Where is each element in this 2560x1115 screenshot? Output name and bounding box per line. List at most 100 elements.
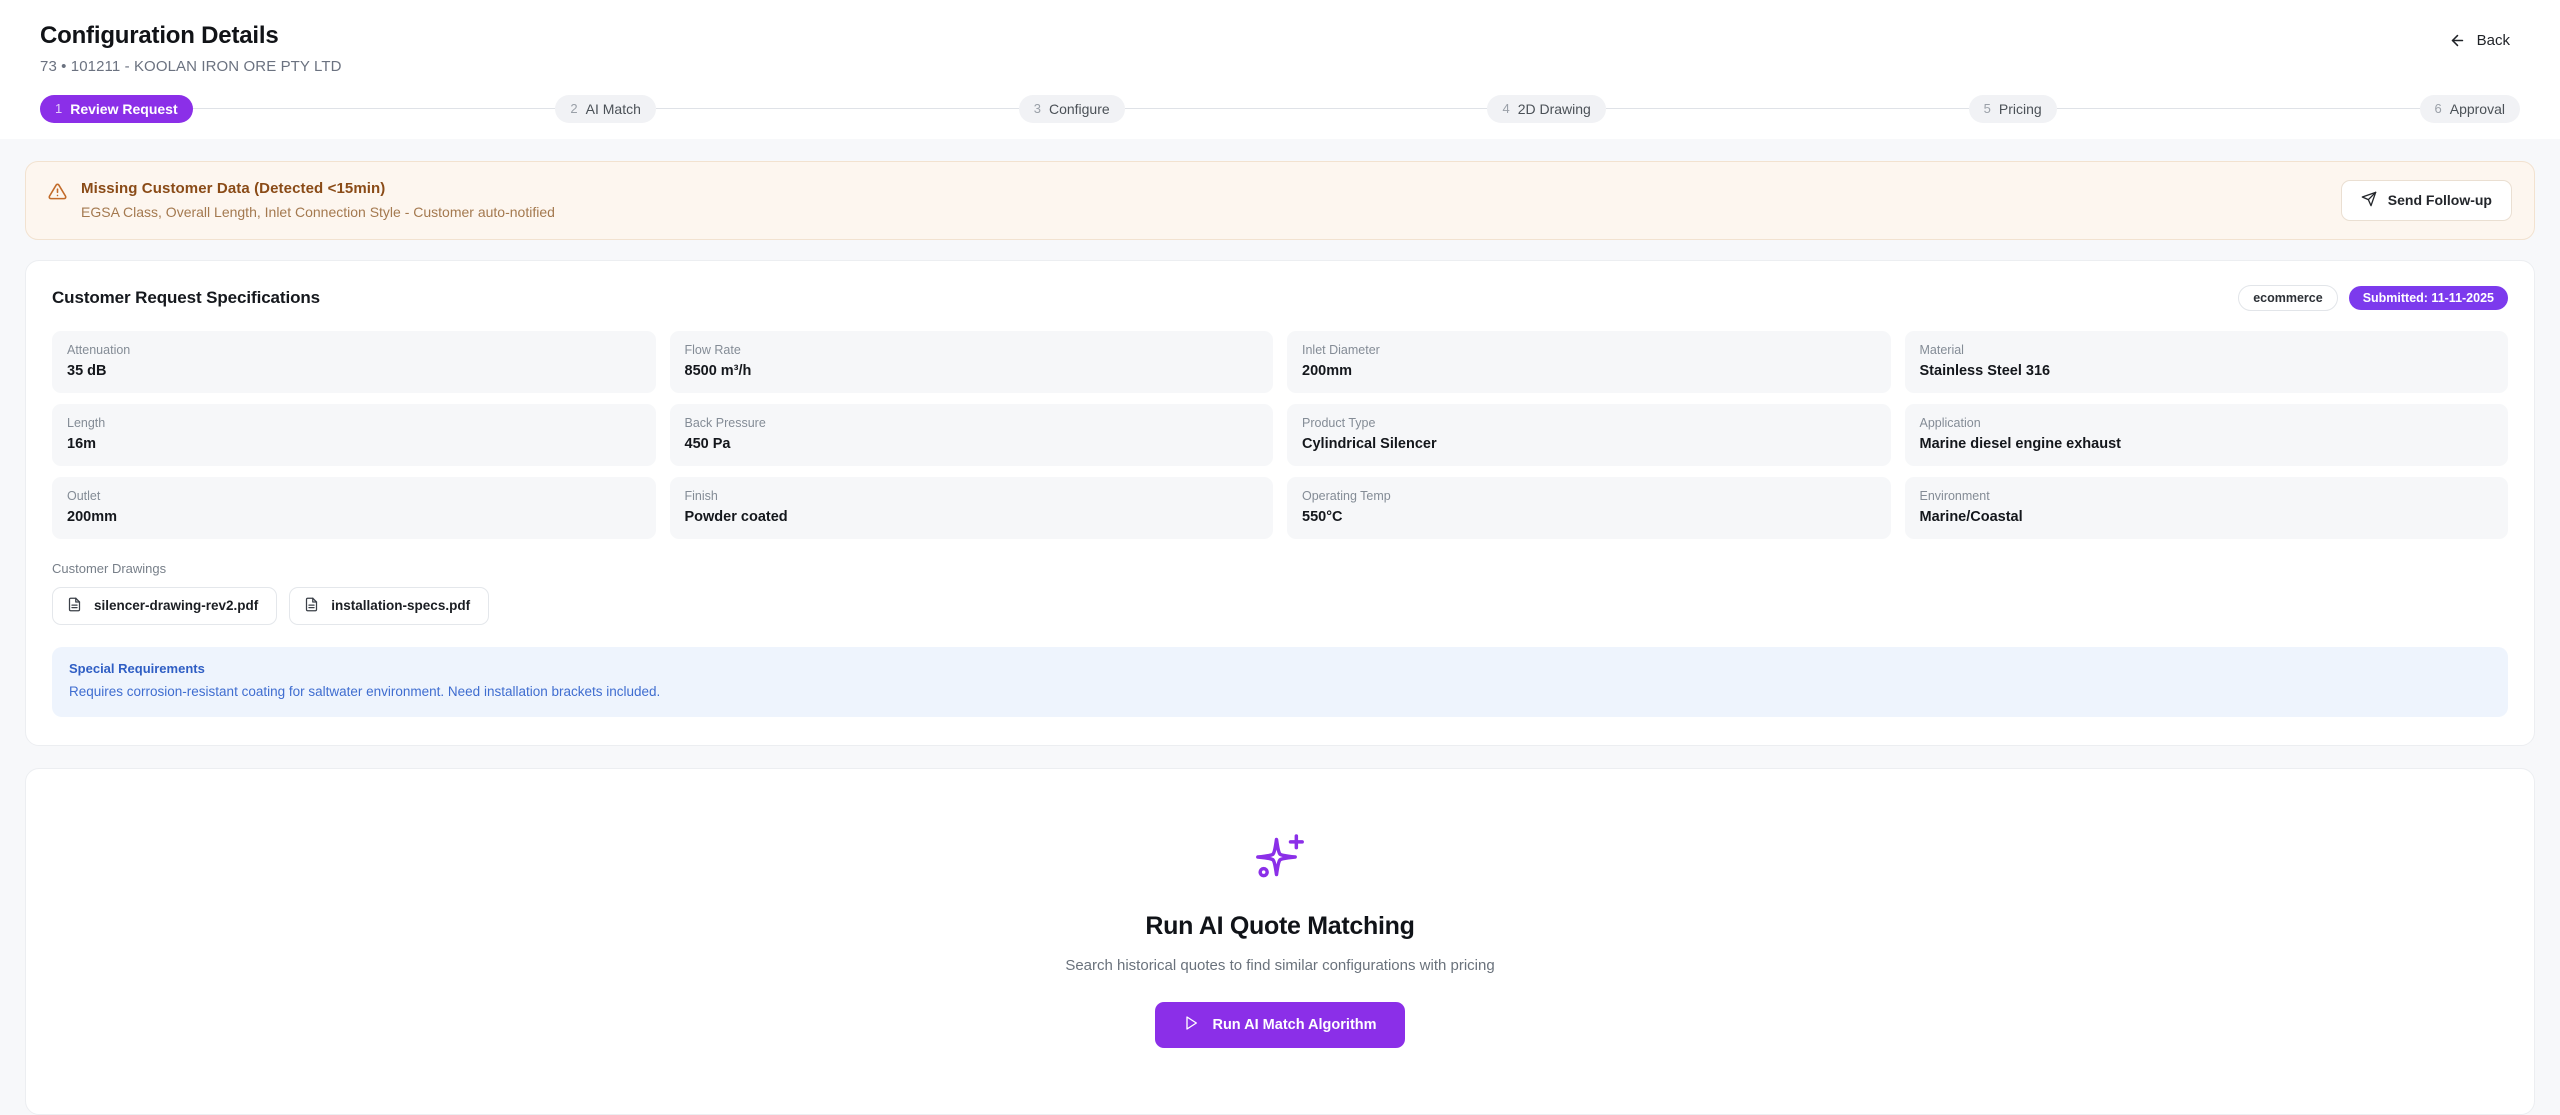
special-requirements-text: Requires corrosion-resistant coating for… bbox=[69, 683, 661, 699]
drawing-file-chip[interactable]: installation-specs.pdf bbox=[289, 586, 490, 625]
sparkle-icon bbox=[1252, 829, 1308, 890]
paper-plane-icon bbox=[2361, 191, 2377, 210]
spec-value: 450 Pa bbox=[684, 435, 731, 452]
step-number: 1 bbox=[55, 101, 63, 117]
step-number: 4 bbox=[1502, 101, 1510, 117]
file-document-icon bbox=[304, 597, 319, 615]
run-ai-match-algorithm-button[interactable]: Run AI Match Algorithm bbox=[1155, 1002, 1405, 1049]
ai-quote-matching-panel: Run AI Quote Matching Search historical … bbox=[25, 768, 2535, 1115]
step-connector-line bbox=[1124, 108, 1488, 110]
spec-value: 200mm bbox=[1302, 362, 1352, 379]
spec-label: Length bbox=[67, 415, 106, 430]
spec-value: 16m bbox=[67, 435, 97, 452]
step-number: 2 bbox=[570, 101, 578, 117]
spec-cell: Attenuation 35 dB bbox=[52, 330, 656, 393]
header-top-row: Configuration Details 73 • 101211 - KOOL… bbox=[40, 22, 2520, 75]
spec-cell: Application Marine diesel engine exhaust bbox=[1904, 403, 2508, 466]
customer-request-specifications-card: Customer Request Specifications ecommerc… bbox=[25, 259, 2535, 747]
spec-cell: Inlet Diameter 200mm bbox=[1287, 330, 1891, 393]
step-number: 5 bbox=[1983, 101, 1991, 117]
customer-drawings-label: Customer Drawings bbox=[52, 560, 167, 576]
submitted-badge: Submitted: 11-11-2025 bbox=[2348, 285, 2508, 310]
specs-card-title: Customer Request Specifications bbox=[52, 287, 321, 307]
spec-value: 8500 m³/h bbox=[684, 362, 752, 379]
play-icon bbox=[1183, 1015, 1199, 1035]
step-label: AI Match bbox=[585, 100, 641, 117]
back-button[interactable]: Back bbox=[2439, 26, 2520, 55]
missing-data-alert: Missing Customer Data (Detected <15min) … bbox=[25, 160, 2535, 240]
alert-subtitle: EGSA Class, Overall Length, Inlet Connec… bbox=[81, 204, 555, 221]
step-label: Pricing bbox=[1998, 100, 2042, 117]
spec-label: Attenuation bbox=[67, 342, 131, 357]
spec-label: Flow Rate bbox=[684, 342, 741, 357]
page-header: Configuration Details 73 • 101211 - KOOL… bbox=[0, 0, 2560, 139]
step-review-request[interactable]: 1 Review Request bbox=[40, 94, 193, 123]
step-approval[interactable]: 6 Approval bbox=[2419, 94, 2520, 123]
step-connector-line bbox=[1605, 108, 1969, 110]
drawing-file-chips: silencer-drawing-rev2.pdf installation-sp… bbox=[52, 586, 2508, 625]
step-2d-drawing[interactable]: 4 2D Drawing bbox=[1487, 94, 1606, 123]
spec-label: Material bbox=[1919, 342, 1964, 357]
step-number: 6 bbox=[2434, 101, 2442, 117]
spec-value: Marine diesel engine exhaust bbox=[1919, 435, 2121, 452]
specs-card-header: Customer Request Specifications ecommerc… bbox=[52, 284, 2508, 311]
spec-label: Back Pressure bbox=[684, 415, 766, 430]
back-button-label: Back bbox=[2476, 32, 2510, 49]
send-follow-up-button[interactable]: Send Follow-up bbox=[2340, 179, 2512, 221]
specifications-grid: Attenuation 35 dB Flow Rate 8500 m³/h Inlet … bbox=[52, 330, 2508, 539]
spec-cell: Flow Rate 8500 m³/h bbox=[669, 330, 1273, 393]
step-configure[interactable]: 3 Configure bbox=[1018, 94, 1125, 123]
spec-cell: Operating Temp 550°C bbox=[1287, 476, 1891, 539]
step-label: Configure bbox=[1048, 100, 1110, 117]
step-connector-line bbox=[192, 108, 556, 110]
step-number: 3 bbox=[1033, 101, 1041, 117]
specs-card-badges: ecommerce Submitted: 11-11-2025 bbox=[2238, 284, 2508, 311]
step-label: Approval bbox=[2449, 100, 2505, 117]
alert-text-block: Missing Customer Data (Detected <15min) … bbox=[81, 180, 555, 220]
drawing-file-chip[interactable]: silencer-drawing-rev2.pdf bbox=[52, 586, 278, 625]
ai-panel-title: Run AI Quote Matching bbox=[1145, 912, 1415, 941]
step-label: 2D Drawing bbox=[1517, 100, 1591, 117]
step-connector-line bbox=[2056, 108, 2420, 110]
spec-label: Application bbox=[1919, 415, 1981, 430]
spec-cell: Finish Powder coated bbox=[669, 476, 1273, 539]
page-subtitle: 73 • 101211 - KOOLAN IRON ORE PTY LTD bbox=[40, 57, 342, 75]
warning-triangle-icon bbox=[48, 182, 67, 206]
spec-label: Inlet Diameter bbox=[1302, 342, 1380, 357]
customer-drawings-section: Customer Drawings silencer-drawing-rev2.… bbox=[52, 561, 2508, 625]
page-content: Missing Customer Data (Detected <15min) … bbox=[0, 160, 2560, 1115]
spec-cell: Outlet 200mm bbox=[52, 476, 656, 539]
spec-cell: Material Stainless Steel 316 bbox=[1904, 330, 2508, 393]
channel-badge: ecommerce bbox=[2238, 284, 2338, 311]
step-label: Review Request bbox=[70, 100, 178, 117]
file-document-icon bbox=[67, 597, 82, 615]
header-titles: Configuration Details 73 • 101211 - KOOL… bbox=[40, 22, 342, 75]
alert-content: Missing Customer Data (Detected <15min) … bbox=[48, 180, 555, 220]
page-title: Configuration Details bbox=[40, 22, 279, 49]
special-requirements-box: Special Requirements Requires corrosion-… bbox=[52, 646, 2508, 718]
step-connector-line bbox=[655, 108, 1019, 110]
alert-title: Missing Customer Data (Detected <15min) bbox=[81, 180, 386, 198]
step-ai-match[interactable]: 2 AI Match bbox=[555, 94, 656, 123]
spec-cell: Product Type Cylindrical Silencer bbox=[1287, 403, 1891, 466]
spec-value: 200mm bbox=[67, 508, 117, 525]
spec-label: Environment bbox=[1919, 488, 1990, 503]
step-pricing[interactable]: 5 Pricing bbox=[1968, 94, 2057, 123]
spec-cell: Back Pressure 450 Pa bbox=[669, 403, 1273, 466]
drawing-file-name: installation-specs.pdf bbox=[331, 598, 471, 614]
progress-stepper: 1 Review Request 2 AI Match 3 Configure 4 2D Dr… bbox=[40, 94, 2520, 139]
spec-value: Cylindrical Silencer bbox=[1302, 435, 1437, 452]
run-ai-match-label: Run AI Match Algorithm bbox=[1212, 1017, 1377, 1034]
arrow-left-icon bbox=[2449, 32, 2466, 49]
spec-label: Finish bbox=[684, 488, 718, 503]
spec-cell: Environment Marine/Coastal bbox=[1904, 476, 2508, 539]
special-requirements-title: Special Requirements bbox=[69, 660, 205, 676]
drawing-file-name: silencer-drawing-rev2.pdf bbox=[94, 598, 259, 614]
send-follow-up-label: Send Follow-up bbox=[2387, 192, 2492, 209]
spec-value: Powder coated bbox=[684, 508, 788, 525]
spec-value: Stainless Steel 316 bbox=[1919, 362, 2051, 379]
ai-panel-subtitle: Search historical quotes to find similar… bbox=[1065, 957, 1495, 975]
spec-label: Product Type bbox=[1302, 415, 1376, 430]
spec-value: 35 dB bbox=[67, 362, 107, 379]
